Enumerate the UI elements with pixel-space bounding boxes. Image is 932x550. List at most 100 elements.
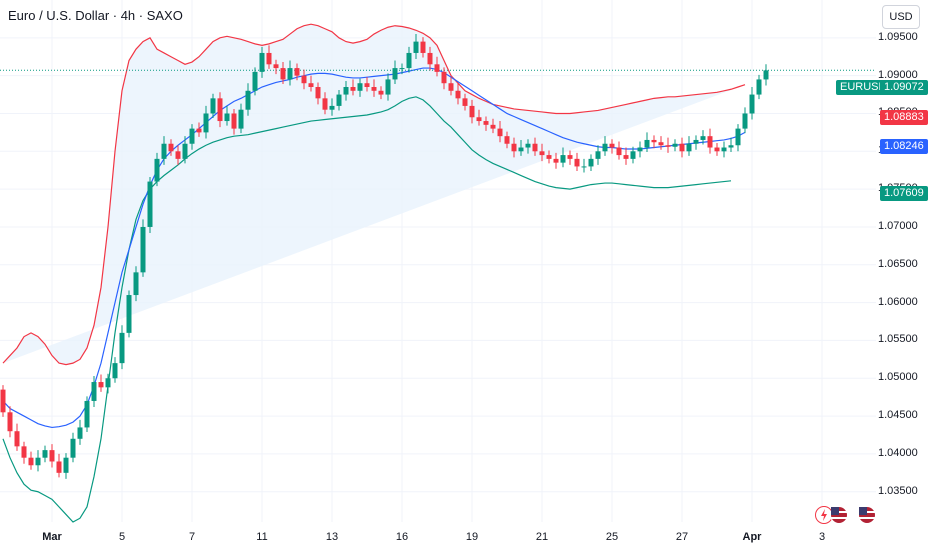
candle-body [182, 143, 188, 159]
candle-body [630, 151, 636, 159]
price-tick-label: 1.09000 [878, 68, 918, 81]
time-tick-label: 25 [605, 531, 619, 543]
candle-body [322, 98, 328, 110]
candle-body [196, 128, 202, 133]
bb-band-fill [3, 24, 745, 365]
candle-body [742, 113, 748, 129]
candle-body [700, 136, 706, 140]
candle-body [567, 155, 573, 159]
candle-body [259, 52, 265, 72]
candle-body [231, 113, 237, 129]
candle-body [280, 68, 286, 80]
candle-body [553, 158, 559, 163]
candle-body [168, 143, 174, 152]
candle-body [28, 457, 34, 466]
candle-body [665, 145, 671, 147]
candle-body [497, 128, 503, 137]
symbol-tag: EURUSD [836, 80, 891, 95]
candle-body [203, 113, 209, 133]
candle-body [175, 151, 181, 159]
candle-body [21, 446, 27, 458]
bb-lower-line [2, 96, 732, 523]
candle-body [42, 450, 48, 458]
countdown-timer: 02:52 [884, 94, 912, 106]
time-tick-label: 21 [535, 531, 549, 543]
candle-body [105, 378, 111, 388]
candle-body [364, 83, 370, 87]
candle-body [679, 143, 685, 152]
candle-body [189, 128, 195, 144]
price-tick-label: 1.06500 [878, 257, 918, 270]
time-tick-label: 3 [818, 531, 826, 543]
candle-body [308, 83, 314, 87]
candle-body [126, 295, 132, 333]
price-tick-label: 1.07000 [878, 219, 918, 232]
time-tick-label: 7 [188, 531, 196, 543]
candle-body [455, 90, 461, 99]
bb-upper-tag: 1.08883 [880, 110, 928, 125]
candle-body [392, 68, 398, 80]
candle-body [546, 155, 552, 159]
time-tick-label: 19 [465, 531, 479, 543]
candle-body [441, 71, 447, 84]
candle-body [504, 136, 510, 144]
candle-body [532, 143, 538, 152]
candle-body [7, 412, 13, 432]
us-flag-icon[interactable] [830, 506, 848, 524]
candle-body [35, 457, 41, 466]
candle-body [427, 52, 433, 65]
candle-body [462, 98, 468, 106]
currency-button[interactable]: USD [882, 5, 920, 29]
time-tick-label: 5 [118, 531, 126, 543]
candle-body [14, 431, 20, 447]
candle-body [294, 68, 300, 76]
candle-body [469, 105, 475, 118]
candle-body [399, 68, 405, 70]
candle-body [602, 143, 608, 152]
candle-body [84, 400, 90, 428]
candle-body [490, 124, 496, 129]
candle-body [518, 147, 524, 152]
candle-body [413, 41, 419, 53]
candle-body [287, 68, 293, 80]
candle-body [112, 363, 118, 379]
candle-body [245, 90, 251, 110]
candle-body [252, 71, 258, 91]
price-tick-label: 1.04000 [878, 446, 918, 459]
candle-body [623, 155, 629, 159]
time-tick-label: Apr [742, 531, 762, 543]
candle-body [560, 155, 566, 163]
price-tick-label: 1.04500 [878, 409, 918, 422]
candle-body [56, 461, 62, 473]
candle-body [434, 64, 440, 72]
candle-body [329, 105, 335, 110]
candle-body [714, 147, 720, 152]
time-tick-label: 27 [675, 531, 689, 543]
bb-basis-tag: 1.08246 [880, 139, 928, 154]
candle-body [301, 75, 307, 84]
candle-body [721, 147, 727, 152]
time-tick-label: 11 [256, 531, 268, 543]
candle-body [91, 382, 97, 401]
bb-lower-tag: 1.07609 [880, 186, 928, 201]
candle-body [161, 143, 167, 159]
candle-body [217, 98, 223, 122]
candle-body [483, 121, 489, 125]
candle-body [350, 87, 356, 91]
candle-body [756, 79, 762, 95]
candle-body [266, 52, 272, 65]
lightning-icon[interactable] [815, 506, 833, 524]
us-flag-icon[interactable] [858, 506, 876, 524]
time-tick-label: 16 [395, 531, 409, 543]
candle-body [525, 143, 531, 148]
candle-body [224, 113, 230, 122]
candle-body [420, 41, 426, 53]
candle-body [658, 142, 664, 146]
candle-body [595, 151, 601, 159]
price-tick-label: 1.03500 [878, 484, 918, 497]
candle-body [693, 139, 699, 144]
candle-body [616, 147, 622, 156]
candle-body [511, 143, 517, 152]
candle-body [448, 83, 454, 91]
